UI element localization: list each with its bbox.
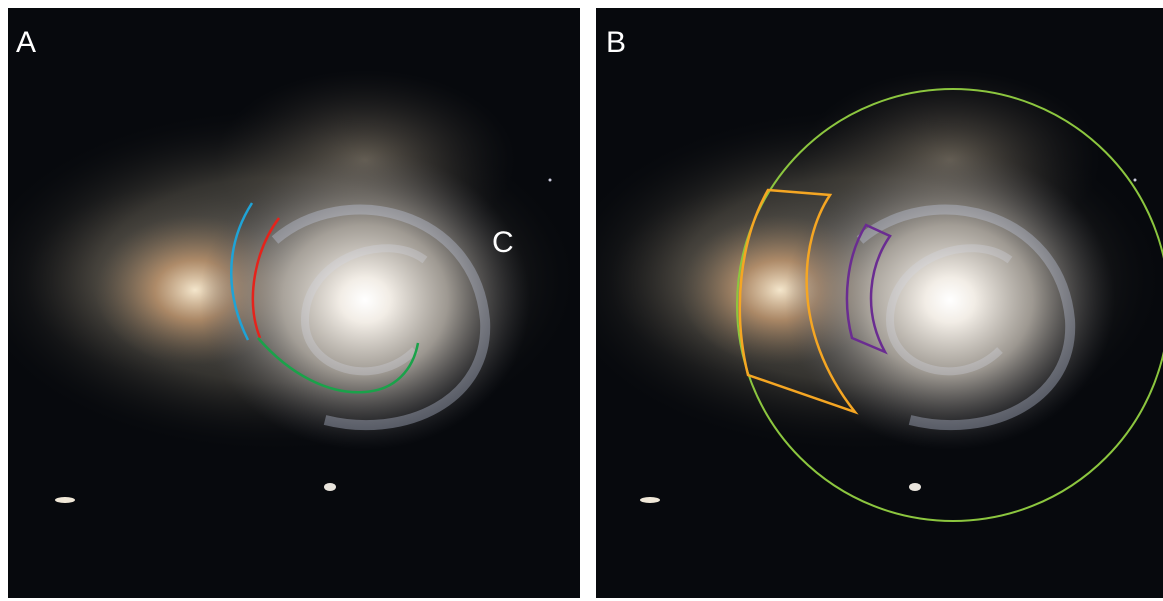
panel-label: B: [606, 26, 626, 59]
panel-a: A C: [0, 8, 580, 598]
panel-label: A: [16, 26, 36, 59]
figure: A C B: [0, 0, 1163, 601]
annotation-label: C: [492, 226, 514, 259]
panel-b: B: [560, 8, 1163, 598]
